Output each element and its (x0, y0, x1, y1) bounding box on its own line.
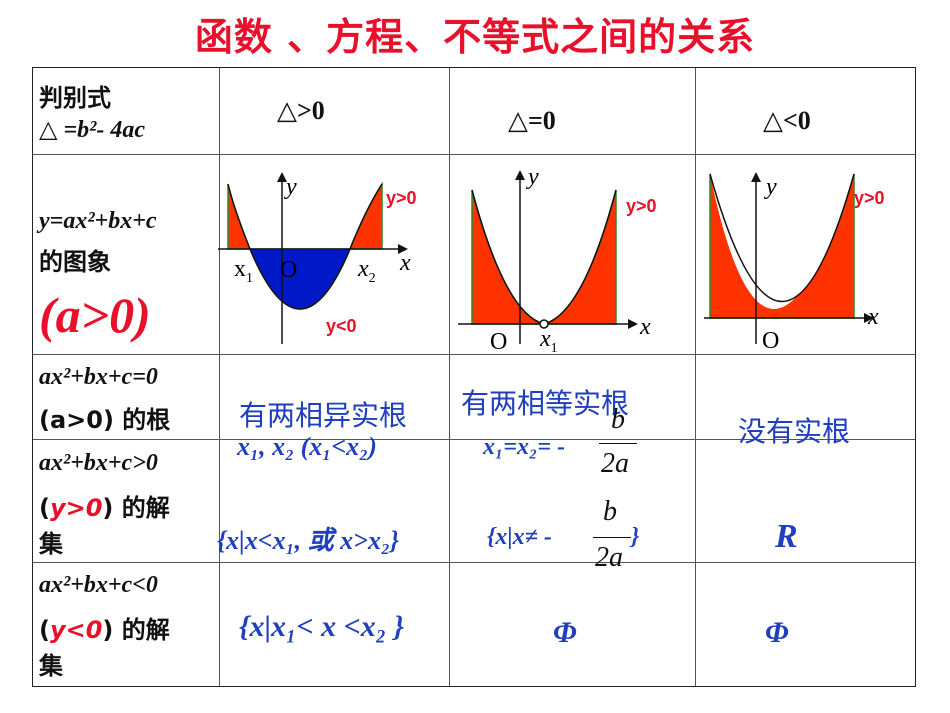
parabola-curve (227, 183, 383, 310)
gt-frac-den: 2a (595, 542, 623, 573)
roots-row-equation: ax²+bx+c=0 (39, 364, 158, 390)
gt-col1-solution: {x|x<x₁, 或 x>x₂} (217, 526, 400, 555)
lt-row-label-cont: 集 (39, 652, 63, 680)
origin-label: O (762, 328, 779, 354)
column-divider (695, 68, 696, 686)
y-axis-label: y (284, 174, 297, 200)
x-axis-label: x (399, 250, 411, 276)
tangent-point (539, 319, 549, 329)
parabola-graph-one-root: y x O x1 y>0 (458, 164, 657, 354)
row-divider (33, 354, 915, 355)
header-delta-zero: △=0 (508, 106, 556, 135)
row-divider (33, 154, 915, 155)
roots-col1-values: x₁, x₂ (x₁<x₂) (237, 432, 377, 461)
origin-label: O (490, 329, 507, 354)
lt-col1-solution: {x|x₁< x <x₂ } (239, 610, 405, 643)
positive-region-right (543, 189, 617, 325)
roots-frac-bar (599, 443, 637, 444)
lt-row-inequality: ax²+bx+c<0 (39, 572, 158, 598)
gt-row-label-cont: 集 (39, 530, 63, 558)
roots-col1-text: 有两相异实根 (239, 399, 408, 432)
x-axis-label: x (639, 314, 651, 340)
graph-row-label: 的图象 (39, 248, 111, 276)
inner-unshaded (710, 174, 854, 309)
lt-row-label: (y<0) 的解 (39, 616, 170, 644)
roots-frac-den: 2a (601, 448, 629, 479)
x-axis-arrow (628, 319, 638, 329)
y-axis-label: y (526, 164, 539, 190)
gt-col2-solution-right: } (631, 524, 640, 550)
y-axis-label: y (764, 174, 777, 200)
roots-col3-text: 没有实根 (738, 415, 851, 448)
x-axis-label: x (867, 304, 879, 330)
parabola-curve (709, 173, 855, 302)
gt-row-label: (y>0) 的解 (39, 494, 170, 522)
gt-col2-solution-left: {x|x≠ - (487, 524, 552, 550)
gt-frac-bar (593, 537, 631, 538)
page-title: 函数 、方程、不等式之间的关系 (194, 15, 756, 59)
gt-col3-solution: R (775, 518, 798, 555)
header-delta-negative: △<0 (763, 106, 811, 135)
row-divider (33, 562, 915, 563)
positive-label: y>0 (854, 188, 885, 208)
x-axis-arrow (864, 313, 874, 323)
roots-col2-text: 有两相等实根 (461, 387, 630, 420)
root2-label: x2 (357, 256, 376, 286)
gt-row-inequality: ax²+bx+c>0 (39, 450, 158, 476)
origin-label: O (280, 257, 297, 283)
positive-label: y>0 (626, 196, 657, 216)
root1-label: x1 (234, 256, 253, 286)
graph-row-function: y=ax²+bx+c (39, 208, 157, 234)
header-label-formula: △ =b²- 4ac (39, 117, 145, 143)
positive-label: y>0 (386, 188, 417, 208)
y-axis-arrow (515, 170, 525, 180)
roots-frac-num: b (611, 404, 625, 435)
parabola-graph-no-root: y x O y>0 (704, 172, 885, 354)
row-divider (33, 439, 915, 440)
root-label: x1 (539, 326, 558, 354)
x-axis-arrow (398, 244, 408, 254)
negative-label: y<0 (326, 316, 357, 336)
graph-row-condition: (a>0) (39, 287, 151, 343)
y-axis-arrow (751, 172, 761, 182)
y-axis-arrow (277, 172, 287, 182)
roots-col2-values: x₁=x₂= - (483, 434, 566, 460)
lt-col3-solution: Φ (765, 616, 789, 649)
relation-table: 判别式 △ =b²- 4ac △>0 △=0 △<0 y=ax²+bx+c 的图… (32, 67, 916, 687)
column-divider (449, 68, 450, 686)
parabola-graph-two-roots: y x O x1 x2 y>0 y<0 (218, 172, 417, 344)
header-delta-positive: △>0 (277, 96, 325, 125)
column-divider (219, 68, 220, 686)
header-label-discriminant: 判别式 (39, 84, 111, 112)
lt-col2-solution: Φ (553, 616, 577, 649)
roots-row-label: (a>0) 的根 (39, 406, 171, 434)
positive-region-left (471, 189, 545, 325)
gt-frac-num: b (603, 496, 617, 527)
